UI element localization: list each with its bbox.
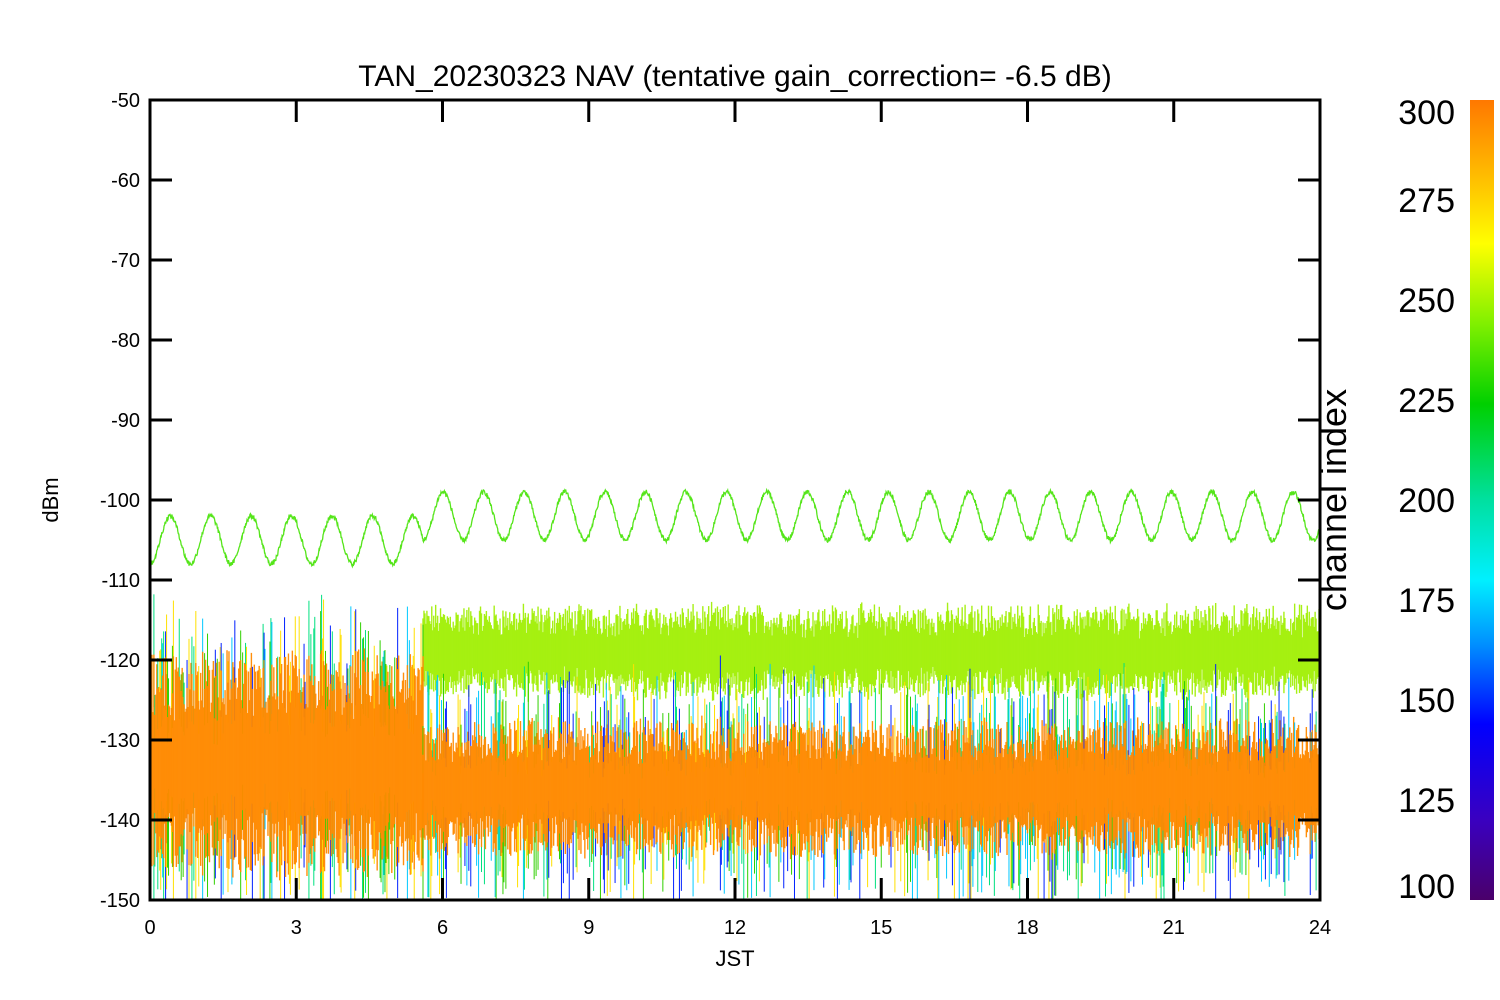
y-tick-label: -150 bbox=[100, 890, 140, 912]
x-tick-label: 12 bbox=[724, 917, 746, 939]
plot-area bbox=[150, 487, 1320, 900]
colorbar-tick-label: 150 bbox=[1398, 682, 1455, 720]
x-axis-title: JST bbox=[715, 946, 754, 971]
x-tick-label: 9 bbox=[583, 917, 594, 939]
y-tick-label: -90 bbox=[111, 410, 140, 432]
colorbar-tick-label: 225 bbox=[1398, 382, 1455, 420]
colorbar-tick-label: 200 bbox=[1398, 482, 1455, 520]
y-tick-label: -140 bbox=[100, 810, 140, 832]
colorbar-tick-label: 100 bbox=[1398, 868, 1455, 906]
y-tick-label: -80 bbox=[111, 330, 140, 352]
x-tick-label: 21 bbox=[1163, 917, 1185, 939]
colorbar-tick-label: 175 bbox=[1398, 582, 1455, 620]
x-tick-label: 15 bbox=[870, 917, 892, 939]
y-tick-label: -50 bbox=[111, 90, 140, 112]
axis-ticks: 0 3 6 9 12 15 18 21 24 -50 -60 -70 -80 -90 -100 -110 -12… bbox=[100, 90, 1331, 939]
x-tick-label: 18 bbox=[1016, 917, 1038, 939]
series-band-1-1 bbox=[422, 655, 1320, 900]
x-tick-label: 24 bbox=[1309, 917, 1331, 939]
colorbar-tick-label: 300 bbox=[1398, 94, 1455, 132]
colorbar-ticks: 300 275 250 225 200 175 150 125 100 bbox=[1398, 94, 1455, 906]
x-tick-label: 3 bbox=[291, 917, 302, 939]
x-tick-label: 6 bbox=[437, 917, 448, 939]
series-band-0-0 bbox=[422, 601, 1320, 703]
y-tick-label: -100 bbox=[100, 490, 140, 512]
colorbar bbox=[1470, 100, 1494, 900]
colorbar-tick-label: 250 bbox=[1398, 282, 1455, 320]
y-tick-label: -130 bbox=[100, 730, 140, 752]
series-band-1-0 bbox=[150, 594, 424, 900]
y-tick-label: -60 bbox=[111, 170, 140, 192]
colorbar-tick-label: 125 bbox=[1398, 782, 1455, 820]
chart-title: TAN_20230323 NAV (tentative gain_correct… bbox=[358, 60, 1112, 93]
y-tick-label: -110 bbox=[101, 570, 140, 592]
colorbar-tick-label: 275 bbox=[1398, 182, 1455, 220]
series-line-0 bbox=[150, 487, 1320, 569]
y-axis-title: dBm bbox=[38, 477, 63, 522]
x-tick-label: 0 bbox=[144, 917, 155, 939]
y-tick-label: -70 bbox=[111, 250, 140, 272]
y-tick-label: -120 bbox=[100, 650, 140, 672]
